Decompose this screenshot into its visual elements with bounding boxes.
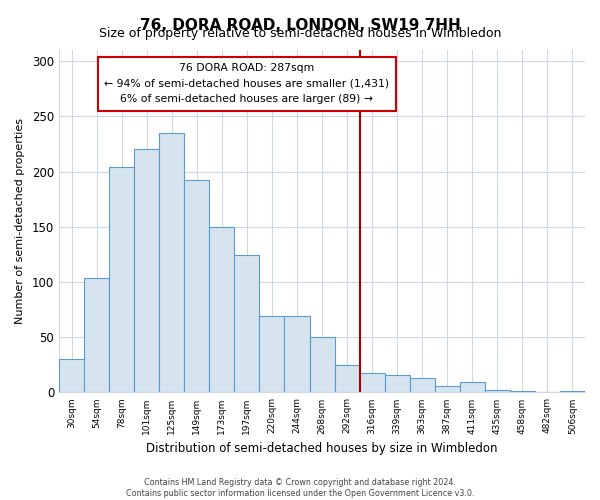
Bar bbox=[485, 390, 510, 392]
Bar bbox=[184, 180, 209, 392]
Bar bbox=[259, 316, 284, 392]
Text: Size of property relative to semi-detached houses in Wimbledon: Size of property relative to semi-detach… bbox=[99, 28, 501, 40]
Bar bbox=[284, 316, 310, 392]
X-axis label: Distribution of semi-detached houses by size in Wimbledon: Distribution of semi-detached houses by … bbox=[146, 442, 498, 455]
Bar bbox=[460, 382, 485, 392]
Bar bbox=[335, 365, 359, 392]
Bar bbox=[109, 167, 134, 392]
Text: 76, DORA ROAD, LONDON, SW19 7HH: 76, DORA ROAD, LONDON, SW19 7HH bbox=[140, 18, 460, 32]
Bar bbox=[59, 360, 84, 392]
Bar bbox=[84, 278, 109, 392]
Bar bbox=[159, 133, 184, 392]
Y-axis label: Number of semi-detached properties: Number of semi-detached properties bbox=[15, 118, 25, 324]
Bar bbox=[310, 337, 335, 392]
Bar bbox=[359, 372, 385, 392]
Bar bbox=[435, 386, 460, 392]
Text: Contains HM Land Registry data © Crown copyright and database right 2024.
Contai: Contains HM Land Registry data © Crown c… bbox=[126, 478, 474, 498]
Text: 76 DORA ROAD: 287sqm
← 94% of semi-detached houses are smaller (1,431)
6% of sem: 76 DORA ROAD: 287sqm ← 94% of semi-detac… bbox=[104, 64, 389, 104]
Bar bbox=[209, 226, 235, 392]
Bar bbox=[410, 378, 435, 392]
Bar bbox=[235, 256, 259, 392]
Bar bbox=[385, 375, 410, 392]
Bar bbox=[134, 150, 159, 392]
